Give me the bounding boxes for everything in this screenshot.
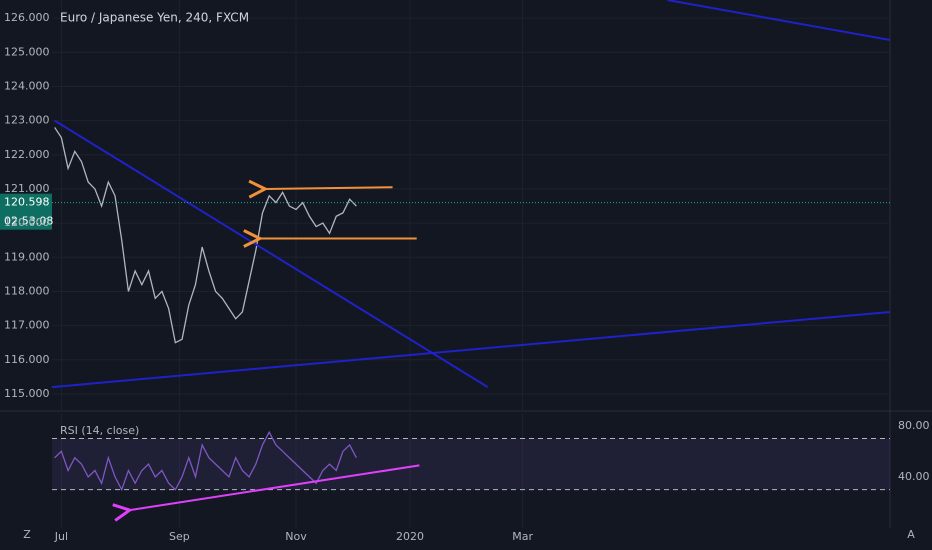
y-tick-label: 126.000 [4,11,50,24]
y-tick-label: 122.000 [4,148,50,161]
icon[interactable]: Z [23,528,31,541]
y-tick-label: 119.000 [4,250,50,263]
x-tick-label: Sep [169,530,190,543]
icon[interactable]: A [907,528,915,541]
x-tick-label: Mar [512,530,533,543]
y-tick-label: 120.000 [4,216,50,229]
x-tick-label: Nov [285,530,307,543]
y-tick-label: 123.000 [4,114,50,127]
y-tick-label: 124.000 [4,79,50,92]
y-tick-label: 115.000 [4,387,50,400]
trendline [265,187,393,189]
y-tick-label: 80.00 [898,419,930,432]
series-line [54,430,357,492]
last-price: 120.598 [4,196,50,209]
y-tick-label: 125.000 [4,45,50,58]
y-tick-label: 117.000 [4,319,50,332]
trendline [54,119,489,388]
y-tick-label: 118.000 [4,284,50,297]
trendline [667,0,891,41]
trendline [130,464,420,510]
x-tick-label: Jul [54,530,68,543]
chart-title: Euro / Japanese Yen, 240, FXCM [60,11,249,25]
y-tick-label: 40.00 [898,470,930,483]
series-line [54,127,357,344]
x-tick-label: 2020 [396,530,424,543]
y-tick-label: 116.000 [4,353,50,366]
countdown: 02:53:08 [4,215,53,228]
rsi-title: RSI (14, close) [60,424,139,437]
trendline [51,310,891,389]
rsi-band [52,438,890,490]
price-box [0,193,52,230]
y-tick-label: 121.000 [4,182,50,195]
